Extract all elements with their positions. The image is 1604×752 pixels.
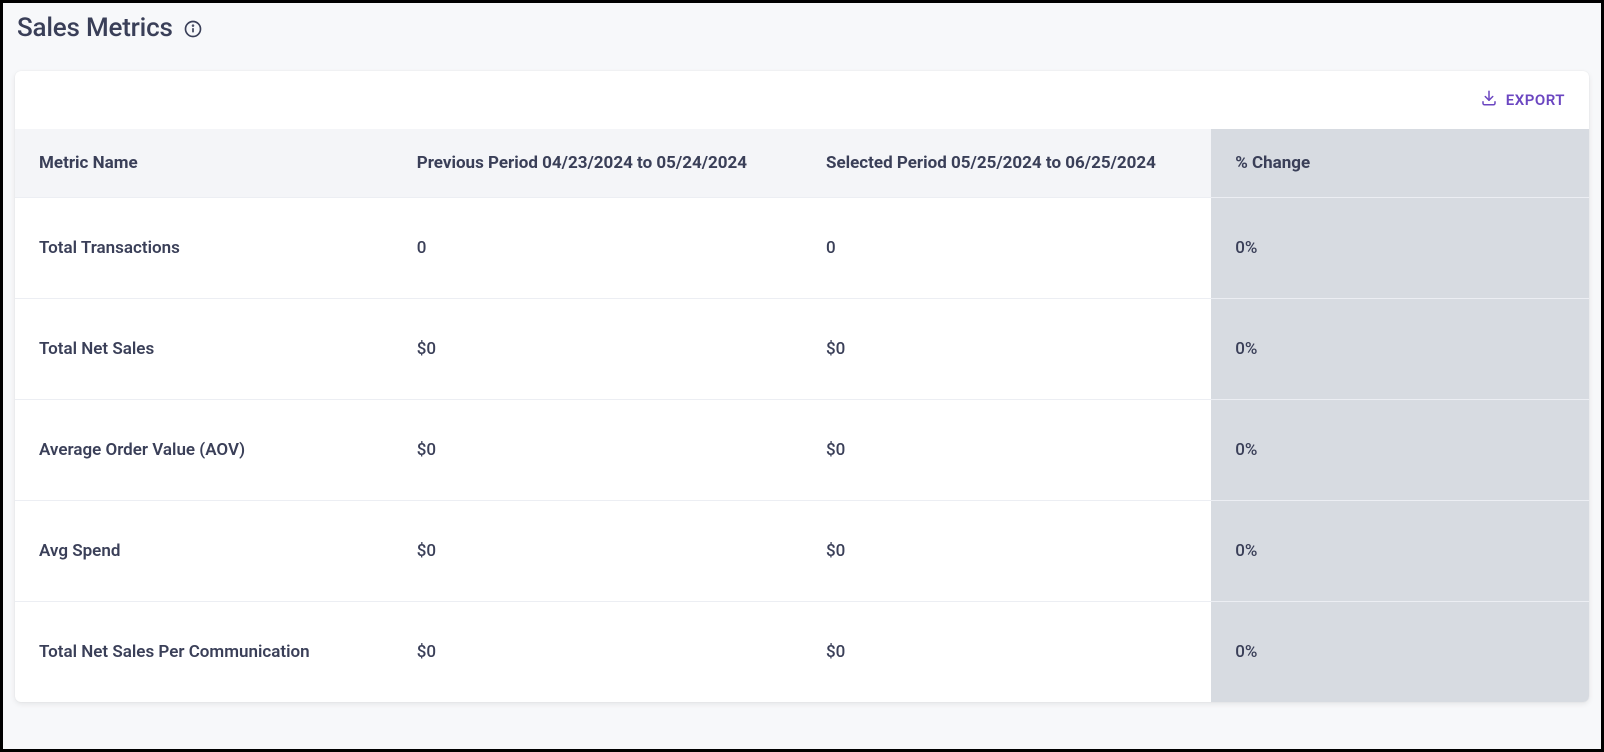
export-button[interactable]: EXPORT (1480, 89, 1565, 111)
percent-change-cell: 0% (1211, 602, 1589, 703)
col-header-selected-period[interactable]: Selected Period 05/25/2024 to 06/25/2024 (802, 129, 1211, 198)
metric-name-cell: Average Order Value (AOV) (15, 400, 393, 501)
download-icon (1480, 89, 1498, 111)
metric-name-cell: Total Transactions (15, 198, 393, 299)
selected-period-cell: $0 (802, 501, 1211, 602)
table-row: Total Transactions 0 0 0% (15, 198, 1589, 299)
previous-period-cell: $0 (393, 400, 802, 501)
selected-period-cell: $0 (802, 299, 1211, 400)
metric-name-cell: Total Net Sales Per Communication (15, 602, 393, 703)
selected-period-cell: 0 (802, 198, 1211, 299)
selected-period-cell: $0 (802, 602, 1211, 703)
previous-period-cell: $0 (393, 602, 802, 703)
percent-change-cell: 0% (1211, 299, 1589, 400)
section-title: Sales Metrics (17, 13, 173, 43)
col-header-percent-change[interactable]: % Change (1211, 129, 1589, 198)
metrics-card: EXPORT Metric Name Previous Period 04/23… (15, 71, 1589, 702)
metrics-table-wrap: Metric Name Previous Period 04/23/2024 t… (15, 129, 1589, 702)
previous-period-cell: $0 (393, 501, 802, 602)
col-header-previous-period[interactable]: Previous Period 04/23/2024 to 05/24/2024 (393, 129, 802, 198)
selected-period-cell: $0 (802, 400, 1211, 501)
percent-change-cell: 0% (1211, 501, 1589, 602)
percent-change-cell: 0% (1211, 400, 1589, 501)
table-header-row: Metric Name Previous Period 04/23/2024 t… (15, 129, 1589, 198)
card-toolbar: EXPORT (15, 71, 1589, 129)
table-row: Total Net Sales $0 $0 0% (15, 299, 1589, 400)
metric-name-cell: Avg Spend (15, 501, 393, 602)
section-header: Sales Metrics (15, 13, 1589, 43)
metrics-table-body: Total Transactions 0 0 0% Total Net Sale… (15, 198, 1589, 703)
table-row: Total Net Sales Per Communication $0 $0 … (15, 602, 1589, 703)
previous-period-cell: 0 (393, 198, 802, 299)
previous-period-cell: $0 (393, 299, 802, 400)
col-header-metric-name[interactable]: Metric Name (15, 129, 393, 198)
percent-change-cell: 0% (1211, 198, 1589, 299)
metric-name-cell: Total Net Sales (15, 299, 393, 400)
metrics-table: Metric Name Previous Period 04/23/2024 t… (15, 129, 1589, 702)
export-button-label: EXPORT (1506, 91, 1565, 109)
info-icon[interactable] (183, 19, 203, 39)
table-row: Avg Spend $0 $0 0% (15, 501, 1589, 602)
table-row: Average Order Value (AOV) $0 $0 0% (15, 400, 1589, 501)
